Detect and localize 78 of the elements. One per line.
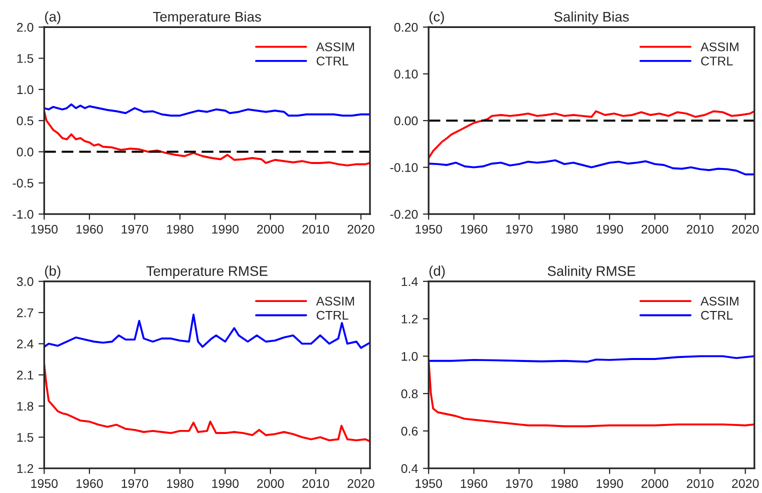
legend-label: ASSIM (316, 296, 354, 306)
x-tick-label: 2020 (732, 479, 759, 488)
y-tick-label: -0.10 (390, 163, 418, 172)
y-tick-label: 0.0 (16, 148, 34, 156)
x-tick-label: 1960 (460, 479, 488, 488)
x-tick-label: 1980 (551, 224, 578, 234)
x-tick-label: 2020 (732, 224, 759, 234)
y-tick-label: 0.8 (401, 389, 418, 398)
line-series (428, 110, 754, 159)
y-tick-label: 1.0 (402, 352, 418, 361)
x-tick-label: 1990 (596, 479, 624, 488)
line-series (44, 110, 370, 166)
x-tick-label: 2010 (302, 479, 330, 488)
line-series (428, 159, 754, 176)
y-tick-label: 0.20 (394, 22, 418, 32)
x-tick-label: 2000 (257, 224, 284, 234)
y-tick-label: 2.4 (17, 340, 34, 348)
x-tick-label: 1950 (31, 479, 58, 488)
y-tick-label: -0.20 (390, 210, 418, 219)
legend-label: CTRL (316, 310, 348, 320)
x-tick-label: 1980 (166, 479, 194, 488)
legend-label: ASSIM (700, 296, 738, 306)
x-tick-label: 1980 (551, 479, 578, 488)
y-tick-label: 2.0 (17, 22, 34, 32)
x-tick-label: 2000 (642, 224, 668, 234)
x-tick-label: 1960 (76, 224, 103, 234)
x-tick-label: 2020 (348, 224, 374, 234)
x-tick-label: 1960 (76, 479, 103, 488)
chart-title: Salinity RMSE (548, 266, 636, 279)
x-tick-label: 1950 (416, 479, 442, 488)
y-tick-label: -1.0 (12, 210, 34, 219)
x-tick-label: 1970 (506, 479, 533, 488)
x-tick-label: 2000 (642, 479, 668, 488)
x-tick-label: 1950 (31, 224, 58, 234)
x-tick-label: 1980 (166, 224, 194, 234)
x-tick-label: 1990 (596, 224, 624, 234)
x-tick-label: 2010 (686, 224, 714, 234)
x-tick-label: 1950 (416, 224, 442, 234)
text: (b) (45, 266, 60, 279)
x-tick-label: 1960 (460, 224, 488, 234)
x-tick-label: 2010 (686, 479, 714, 488)
x-tick-label: 2010 (302, 224, 330, 234)
legend-label: ASSIM (316, 42, 354, 52)
legend-label: ASSIM (700, 42, 738, 52)
y-tick-label: 0.5 (16, 116, 34, 126)
line-series (44, 364, 370, 442)
chart-title: Temperature RMSE (146, 266, 268, 279)
y-tick-label: 0.10 (394, 70, 418, 79)
x-tick-label: 1990 (212, 224, 239, 234)
line-series (44, 103, 370, 117)
legend-label: CTRL (316, 56, 348, 66)
text: (a) (45, 11, 60, 24)
y-tick-label: 0.00 (394, 116, 418, 126)
y-tick-label: 2.7 (17, 308, 34, 318)
y-tick-label: 1.4 (402, 277, 418, 286)
chart-title: Salinity Bias (554, 11, 629, 24)
y-tick-label: 1.0 (17, 85, 34, 94)
x-tick-label: 2000 (257, 479, 284, 488)
x-tick-label: 2020 (348, 479, 374, 488)
y-tick-label: 2.1 (17, 370, 34, 380)
y-tick-label: 1.8 (17, 402, 34, 411)
x-tick-label: 1970 (122, 224, 148, 234)
text: (c) (429, 11, 444, 24)
x-tick-label: 1990 (212, 479, 239, 488)
y-tick-label: 1.5 (17, 433, 34, 442)
y-tick-label: 3.0 (16, 277, 34, 286)
y-tick-label: 0.4 (401, 464, 418, 473)
chart-title: Temperature Bias (152, 11, 262, 24)
y-tick-label: 1.2 (17, 464, 34, 473)
y-tick-label: 0.6 (401, 426, 418, 436)
text: (d) (429, 266, 445, 279)
legend-label: CTRL (701, 310, 733, 320)
x-tick-label: 1970 (506, 224, 533, 234)
y-tick-label: 1.5 (17, 54, 34, 63)
x-tick-label: 1970 (122, 479, 148, 488)
y-tick-label: 1.2 (402, 314, 418, 324)
y-tick-label: -0.5 (12, 178, 34, 188)
legend-label: CTRL (701, 56, 733, 66)
